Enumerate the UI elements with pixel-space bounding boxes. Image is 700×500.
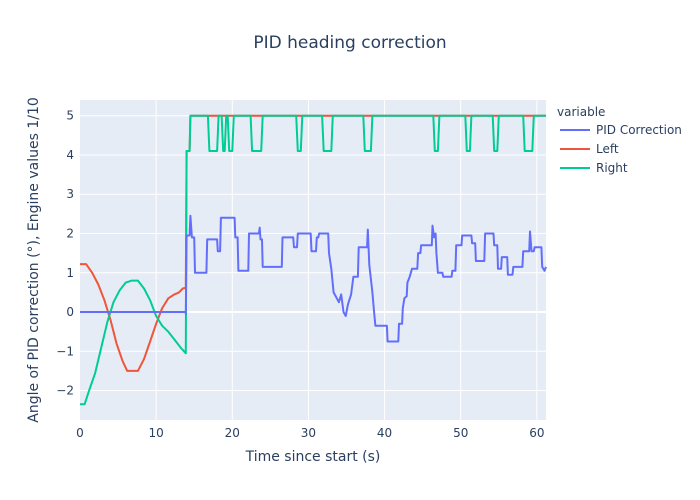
y-axis-title: Angle of PID correction (°), Engine valu…	[26, 97, 42, 423]
legend: variable PID Correction Left Right	[557, 105, 682, 175]
x-tick-label: 20	[225, 426, 240, 440]
y-tick-label: −1	[56, 344, 74, 358]
legend-title: variable	[557, 105, 605, 119]
plot-background	[80, 100, 546, 420]
y-tick-label: 2	[66, 226, 74, 240]
series-layer	[80, 114, 547, 406]
legend-label-pid-correction: PID Correction	[596, 123, 682, 137]
y-tick-label: 3	[66, 187, 74, 201]
legend-label-left: Left	[596, 142, 619, 156]
x-tick-label: 50	[453, 426, 468, 440]
tick-layer: 0 10 20 30 40 50 60 −2 −1 0 1 2 3 4 5	[56, 109, 544, 440]
y-tick-label: 4	[66, 148, 74, 162]
legend-label-right: Right	[596, 161, 628, 175]
x-axis-title: Time since start (s)	[245, 449, 381, 465]
y-tick-label: 1	[66, 266, 74, 280]
series-line-right	[80, 114, 546, 406]
x-tick-label: 40	[377, 426, 392, 440]
x-tick-label: 10	[149, 426, 164, 440]
y-tick-label: −2	[56, 384, 74, 398]
legend-items: PID Correction Left Right	[560, 123, 682, 175]
y-tick-label: 0	[66, 305, 74, 319]
series-line-pid-correction	[80, 214, 547, 343]
y-tick-label: 5	[66, 109, 74, 123]
x-tick-label: 30	[301, 426, 316, 440]
x-tick-label: 0	[76, 426, 84, 440]
chart-title: PID heading correction	[253, 33, 446, 53]
x-tick-label: 60	[529, 426, 544, 440]
